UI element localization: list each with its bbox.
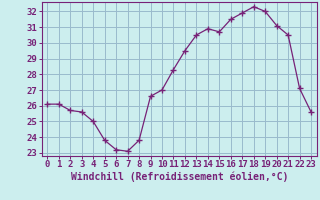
X-axis label: Windchill (Refroidissement éolien,°C): Windchill (Refroidissement éolien,°C) — [70, 172, 288, 182]
